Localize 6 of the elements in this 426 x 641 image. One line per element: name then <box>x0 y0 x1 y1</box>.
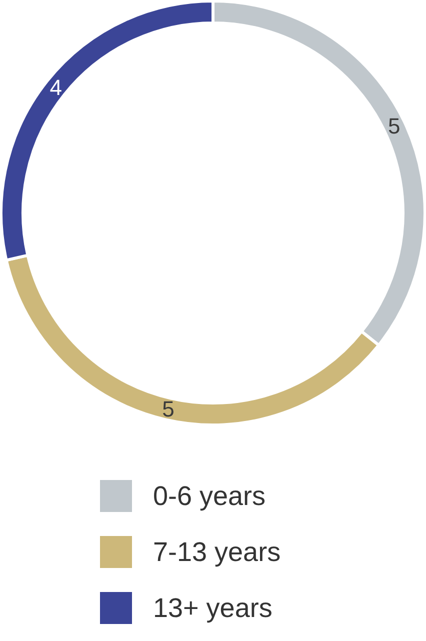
legend-label: 13+ years <box>153 592 272 624</box>
legend-label: 0-6 years <box>153 480 266 512</box>
data-label: 5 <box>162 396 174 422</box>
data-label: 4 <box>50 75 62 100</box>
data-label: 5 <box>388 113 400 138</box>
legend-label: 7-13 years <box>153 536 281 568</box>
